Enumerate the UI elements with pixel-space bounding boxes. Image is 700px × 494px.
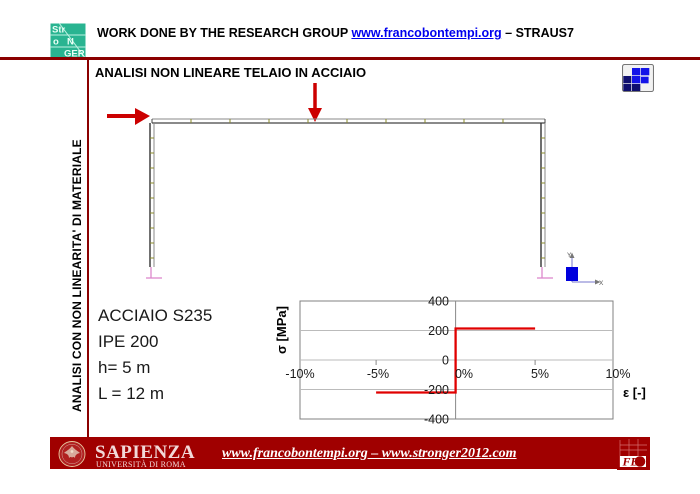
svg-text:0: 0 xyxy=(442,354,449,368)
svg-text:-5%: -5% xyxy=(367,367,389,381)
svg-text:-400: -400 xyxy=(424,413,449,427)
svg-text:10%: 10% xyxy=(605,367,630,381)
svg-text:200: 200 xyxy=(428,324,449,338)
svg-text:-10%: -10% xyxy=(285,367,314,381)
svg-text:-200: -200 xyxy=(424,383,449,397)
svg-text:400: 400 xyxy=(428,295,449,309)
svg-text:0%: 0% xyxy=(455,367,473,381)
svg-text:σ [MPa]: σ [MPa] xyxy=(274,306,289,354)
svg-text:5%: 5% xyxy=(531,367,549,381)
svg-text:ε [-]: ε [-] xyxy=(623,385,646,400)
